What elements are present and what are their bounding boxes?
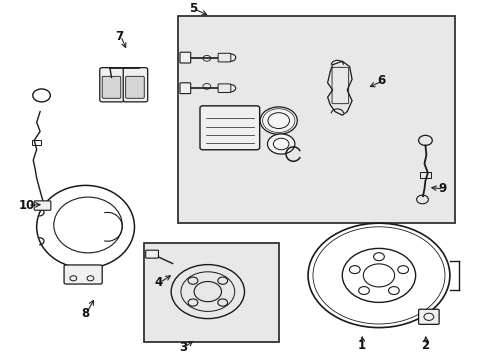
Circle shape — [225, 54, 235, 61]
Text: 3: 3 — [179, 341, 187, 354]
Text: 1: 1 — [357, 339, 365, 352]
FancyBboxPatch shape — [102, 76, 121, 98]
Bar — [144, 243, 278, 342]
Text: 7: 7 — [116, 30, 123, 42]
Bar — [419, 172, 430, 178]
FancyBboxPatch shape — [200, 106, 259, 150]
Bar — [32, 140, 41, 145]
Text: 5: 5 — [189, 3, 197, 15]
Text: 6: 6 — [377, 75, 385, 87]
Text: 2: 2 — [421, 339, 428, 352]
FancyBboxPatch shape — [125, 76, 144, 98]
Circle shape — [225, 85, 235, 92]
Bar — [178, 16, 454, 223]
FancyBboxPatch shape — [418, 309, 438, 324]
FancyBboxPatch shape — [180, 83, 190, 94]
FancyBboxPatch shape — [180, 52, 190, 63]
Circle shape — [260, 107, 297, 134]
FancyBboxPatch shape — [34, 201, 51, 210]
Circle shape — [267, 134, 294, 154]
Text: 9: 9 — [438, 183, 446, 195]
Text: 8: 8 — [81, 307, 89, 320]
FancyBboxPatch shape — [100, 68, 124, 102]
FancyBboxPatch shape — [64, 265, 102, 284]
FancyBboxPatch shape — [145, 250, 158, 258]
Text: 10: 10 — [19, 199, 35, 212]
FancyBboxPatch shape — [218, 84, 230, 93]
Text: 4: 4 — [155, 276, 163, 289]
FancyBboxPatch shape — [218, 53, 230, 62]
FancyBboxPatch shape — [123, 68, 147, 102]
